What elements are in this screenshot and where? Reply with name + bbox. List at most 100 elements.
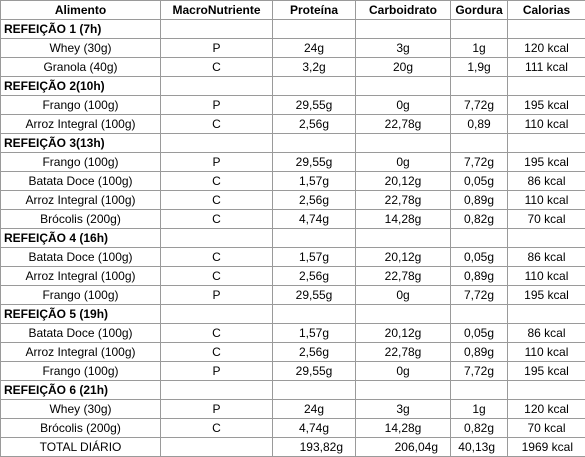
cell: P [161,362,273,381]
cell: C [161,172,273,191]
table-row: REFEIÇÃO 6 (21h) [1,381,585,400]
empty-cell [161,438,273,457]
empty-cell [161,77,273,96]
cell: 7,72g [451,153,508,172]
total-value: 193,82g [273,438,356,457]
cell: 110 kcal [508,191,585,210]
empty-cell [161,381,273,400]
cell: 1,9g [451,58,508,77]
cell: 1,57g [273,172,356,191]
cell: 1g [451,400,508,419]
cell: P [161,286,273,305]
cell: 7,72g [451,286,508,305]
empty-cell [451,229,508,248]
cell: 1g [451,39,508,58]
food-name: Batata Doce (100g) [1,324,161,343]
cell: C [161,324,273,343]
cell: 1,57g [273,324,356,343]
meal-title: REFEIÇÃO 5 (19h) [1,305,161,324]
empty-cell [273,20,356,39]
cell: C [161,267,273,286]
cell: 0,05g [451,324,508,343]
cell: 22,78g [356,267,451,286]
cell: 0g [356,362,451,381]
cell: 0,89g [451,267,508,286]
cell: 111 kcal [508,58,585,77]
table-row: REFEIÇÃO 3(13h) [1,134,585,153]
column-header: MacroNutriente [161,1,273,20]
meal-title: REFEIÇÃO 4 (16h) [1,229,161,248]
cell: 3g [356,39,451,58]
cell: 4,74g [273,210,356,229]
cell: 2,56g [273,191,356,210]
cell: 120 kcal [508,400,585,419]
cell: 195 kcal [508,96,585,115]
cell: C [161,248,273,267]
meal-title: REFEIÇÃO 2(10h) [1,77,161,96]
table-row: REFEIÇÃO 5 (19h) [1,305,585,324]
cell: 110 kcal [508,115,585,134]
cell: 0,05g [451,172,508,191]
meal-title: REFEIÇÃO 6 (21h) [1,381,161,400]
cell: 2,56g [273,343,356,362]
empty-cell [508,305,585,324]
empty-cell [508,229,585,248]
cell: 14,28g [356,419,451,438]
cell: 110 kcal [508,343,585,362]
food-name: Whey (30g) [1,400,161,419]
food-name: Frango (100g) [1,153,161,172]
food-name: Whey (30g) [1,39,161,58]
food-name: Frango (100g) [1,96,161,115]
column-header: Gordura [451,1,508,20]
cell: 29,55g [273,286,356,305]
meal-title: REFEIÇÃO 1 (7h) [1,20,161,39]
cell: 0,89 [451,115,508,134]
empty-cell [356,77,451,96]
empty-cell [508,381,585,400]
cell: C [161,210,273,229]
column-header: Alimento [1,1,161,20]
cell: C [161,419,273,438]
cell: 24g [273,400,356,419]
cell: 0g [356,286,451,305]
cell: 0,05g [451,248,508,267]
food-name: Brócolis (200g) [1,210,161,229]
cell: 195 kcal [508,153,585,172]
empty-cell [451,305,508,324]
cell: 22,78g [356,343,451,362]
empty-cell [161,134,273,153]
empty-cell [356,20,451,39]
cell: 2,56g [273,115,356,134]
empty-cell [451,134,508,153]
cell: P [161,96,273,115]
meal-title: REFEIÇÃO 3(13h) [1,134,161,153]
empty-cell [273,134,356,153]
cell: 70 kcal [508,210,585,229]
cell: P [161,400,273,419]
cell: 70 kcal [508,419,585,438]
cell: 1,57g [273,248,356,267]
cell: 7,72g [451,362,508,381]
cell: 0g [356,153,451,172]
table-row: REFEIÇÃO 1 (7h) [1,20,585,39]
cell: 20,12g [356,324,451,343]
cell: 0,89g [451,343,508,362]
cell: P [161,153,273,172]
cell: 86 kcal [508,172,585,191]
empty-cell [508,77,585,96]
empty-cell [508,20,585,39]
empty-cell [356,381,451,400]
